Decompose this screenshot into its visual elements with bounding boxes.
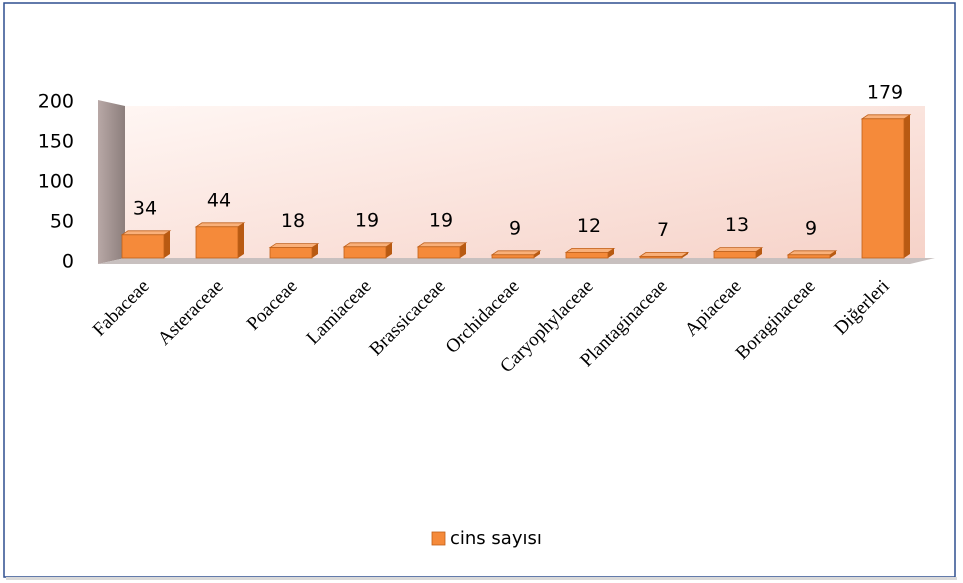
bar	[490, 250, 542, 259]
data-label: 7	[657, 219, 669, 241]
bar-front	[491, 254, 535, 259]
side-wall	[98, 100, 125, 264]
bar-side	[312, 243, 318, 258]
data-label: 44	[207, 189, 231, 211]
y-tick-label: 50	[50, 211, 74, 233]
bar-top	[712, 247, 764, 253]
back-wall	[125, 106, 925, 258]
y-tick-label: 0	[62, 251, 74, 273]
bar-side	[164, 230, 170, 258]
bar	[786, 250, 838, 259]
bar	[120, 230, 172, 259]
data-label: 9	[805, 217, 817, 239]
bar	[268, 243, 320, 259]
bar-side	[830, 250, 836, 258]
bar-top	[268, 243, 320, 249]
data-label: 19	[355, 209, 379, 231]
bar-top	[564, 247, 616, 253]
data-label: 13	[725, 214, 749, 236]
data-label: 34	[133, 197, 157, 219]
bar	[712, 247, 764, 259]
bar	[860, 114, 912, 259]
bar-side	[534, 250, 540, 258]
bar-front	[787, 254, 831, 259]
bar	[638, 251, 690, 259]
frame-shadow	[6, 577, 957, 580]
bar-top	[638, 251, 690, 257]
bar-side	[756, 247, 762, 258]
frame	[3, 2, 956, 578]
bar-front	[195, 226, 239, 259]
bar-top	[490, 250, 542, 256]
bar-side	[460, 242, 466, 258]
y-tick-label: 150	[38, 131, 74, 153]
y-tick-label: 100	[38, 171, 74, 193]
bar-top	[194, 222, 246, 228]
bar-side	[904, 114, 910, 258]
bar	[194, 222, 246, 259]
bar-side	[386, 242, 392, 258]
bar-side	[682, 252, 688, 258]
bar-front	[639, 255, 683, 259]
bar-front	[269, 247, 313, 259]
bar-top	[342, 242, 394, 248]
bar-front	[343, 246, 387, 259]
bar-top	[120, 230, 172, 236]
y-tick-label: 200	[38, 91, 74, 113]
bar	[564, 247, 616, 259]
data-label: 9	[509, 217, 521, 239]
bar	[342, 242, 394, 259]
bar-front	[565, 251, 609, 259]
floor	[98, 258, 935, 264]
bar	[416, 242, 468, 259]
bar-front	[417, 246, 461, 259]
bar-top	[860, 114, 912, 120]
legend-swatch	[431, 531, 446, 546]
bar-front	[713, 251, 757, 259]
bar-side	[238, 222, 244, 258]
bar-front	[121, 234, 165, 259]
bar-front	[861, 118, 905, 259]
bar-top	[786, 250, 838, 256]
data-label: 18	[281, 210, 305, 232]
legend-label: cins sayısı	[450, 528, 542, 549]
data-label: 12	[577, 215, 601, 237]
data-label: 19	[429, 209, 453, 231]
data-label: 179	[867, 81, 903, 103]
bar-top	[416, 242, 468, 248]
bar-side	[608, 248, 614, 258]
